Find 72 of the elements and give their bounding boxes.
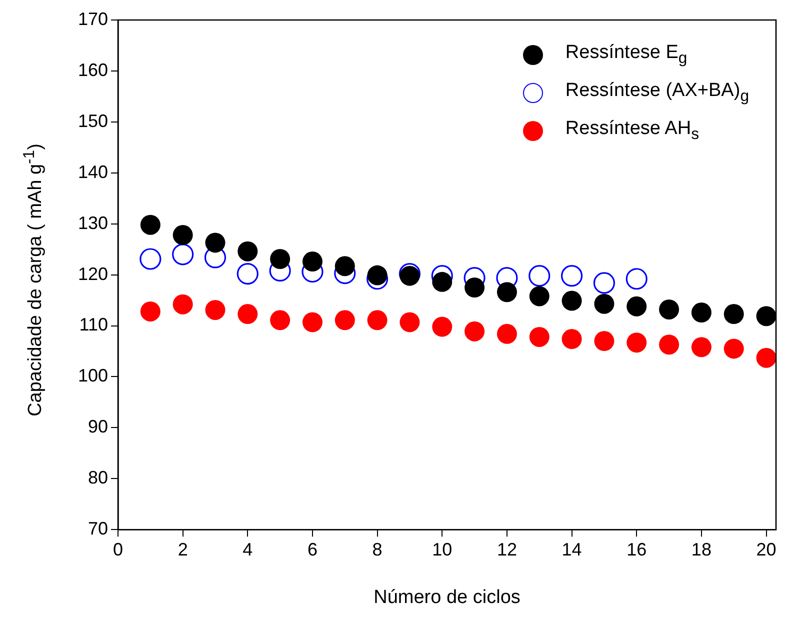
point	[724, 338, 744, 359]
x-tick-label: 14	[562, 539, 582, 560]
point	[432, 272, 452, 292]
x-tick-label: 2	[178, 539, 188, 560]
point	[172, 294, 193, 314]
point	[172, 225, 193, 246]
y-tick-label: 160	[78, 60, 108, 80]
point	[659, 299, 680, 320]
y-tick-label: 170	[78, 8, 108, 29]
point	[334, 310, 355, 330]
y-tick-label: 100	[78, 366, 108, 386]
point	[496, 282, 517, 302]
point	[205, 232, 226, 253]
y-tick-label: 130	[78, 212, 108, 233]
x-tick-label: 12	[496, 539, 517, 560]
point	[432, 316, 452, 337]
y-tick-label: 70	[88, 518, 108, 539]
x-tick-label: 0	[112, 539, 124, 560]
y-tick-label: 80	[88, 468, 108, 488]
x-tick-label: 4	[242, 539, 253, 560]
point	[626, 296, 647, 316]
point	[400, 312, 420, 332]
point	[205, 300, 226, 320]
point	[334, 256, 355, 276]
point	[626, 268, 648, 290]
point	[691, 302, 712, 323]
point	[140, 248, 162, 270]
point	[367, 265, 388, 286]
point	[594, 294, 614, 314]
point	[756, 306, 776, 326]
x-tick-label: 20	[756, 539, 776, 560]
point	[172, 244, 194, 266]
point	[659, 334, 680, 355]
x-tick-label: 8	[372, 539, 382, 560]
legend-label: Ressíntese AH$_{s}$	[565, 118, 699, 144]
point	[270, 310, 290, 330]
point	[302, 312, 322, 332]
point	[464, 278, 485, 298]
point	[562, 290, 582, 311]
point	[367, 310, 388, 330]
point	[140, 214, 160, 235]
point	[302, 252, 322, 272]
point	[529, 286, 550, 306]
point	[236, 262, 258, 285]
point	[756, 348, 776, 368]
point	[560, 265, 583, 287]
point	[594, 331, 614, 352]
point	[528, 265, 550, 287]
x-tick-label: 6	[307, 539, 318, 560]
x-axis-title: Número de ciclos	[374, 586, 520, 608]
point	[140, 301, 160, 322]
x-tick-label: 10	[432, 539, 452, 560]
point	[724, 304, 744, 324]
point	[529, 326, 550, 347]
y-tick-label: 120	[78, 264, 108, 284]
legend-label: Ressíntese E$_{g}$	[565, 42, 688, 68]
point	[626, 332, 647, 353]
legend-label: Ressíntese (AX+BA)$_{g}$	[565, 80, 749, 106]
point	[691, 337, 712, 358]
x-tick-label: 16	[626, 539, 647, 560]
point	[593, 272, 616, 294]
y-tick-label: 150	[78, 110, 108, 131]
point	[496, 324, 517, 344]
x-tick-label: 18	[691, 539, 712, 560]
point	[464, 321, 485, 342]
y-tick-label: 90	[88, 416, 108, 437]
point	[238, 304, 258, 324]
y-tick-label: 140	[78, 162, 108, 182]
y-tick-label: 110	[79, 314, 108, 335]
point	[238, 241, 258, 262]
point	[562, 329, 582, 350]
point	[270, 249, 290, 270]
